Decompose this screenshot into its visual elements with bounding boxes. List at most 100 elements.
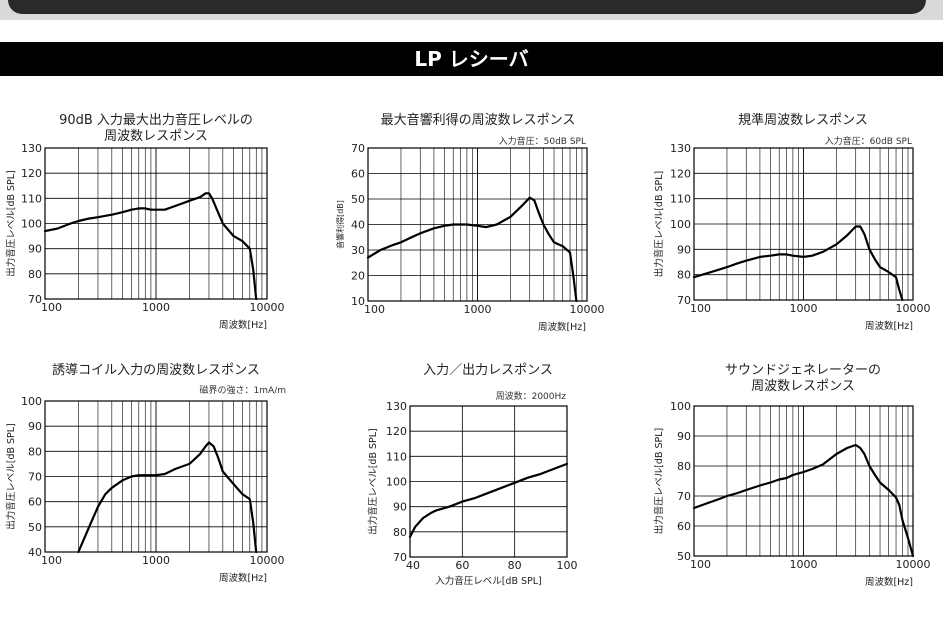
top-decorative-bar-inner bbox=[8, 0, 926, 14]
y-tick-label: 70 bbox=[351, 142, 365, 155]
x-axis-label: 周波数[Hz] bbox=[538, 321, 586, 333]
y-tick-label: 90 bbox=[28, 243, 42, 256]
y-tick-label: 60 bbox=[677, 520, 691, 533]
y-tick-label: 30 bbox=[351, 244, 365, 257]
x-tick-label: 10000 bbox=[250, 554, 285, 567]
y-tick-label: 70 bbox=[28, 293, 42, 306]
y-tick-label: 50 bbox=[351, 193, 365, 206]
page-title-bar bbox=[0, 42, 943, 76]
series-line bbox=[77, 441, 258, 554]
y-tick-label: 70 bbox=[28, 471, 42, 484]
chart-title: サウンドジェネレーターの bbox=[725, 363, 881, 378]
y-tick-label: 80 bbox=[28, 445, 42, 458]
y-tick-label: 50 bbox=[677, 550, 691, 563]
y-tick-label: 110 bbox=[670, 193, 691, 206]
series-line bbox=[408, 462, 569, 539]
chart-title: 周波数レスポンス bbox=[104, 129, 208, 144]
chart-subtitle: 入力音圧：50dB SPL bbox=[499, 135, 586, 147]
series-line bbox=[692, 225, 904, 302]
y-tick-label: 100 bbox=[21, 395, 42, 408]
y-tick-label: 70 bbox=[677, 294, 691, 307]
y-tick-label: 90 bbox=[677, 243, 691, 256]
series-line bbox=[43, 192, 258, 301]
x-tick-label: 100 bbox=[690, 558, 711, 571]
plot-frame bbox=[693, 405, 914, 557]
chart-title: 最大音響利得の周波数レスポンス bbox=[381, 112, 576, 128]
y-tick-label: 80 bbox=[393, 526, 407, 539]
y-axis-label: 出力音圧レベル[dB SPL] bbox=[653, 428, 665, 535]
y-tick-label: 110 bbox=[21, 192, 42, 205]
y-tick-label: 80 bbox=[28, 268, 42, 281]
y-axis-label: 出力音圧レベル[dB SPL] bbox=[653, 171, 665, 278]
series-line bbox=[366, 196, 578, 303]
x-tick-label: 100 bbox=[41, 554, 62, 567]
y-tick-label: 90 bbox=[677, 430, 691, 443]
plot-frame bbox=[409, 405, 568, 558]
y-tick-label: 100 bbox=[670, 218, 691, 231]
y-axis-label: 音響利得[dB] bbox=[335, 200, 345, 249]
x-tick-label: 100 bbox=[364, 303, 385, 316]
x-axis-label: 周波数[Hz] bbox=[219, 319, 267, 331]
x-tick-label: 10000 bbox=[570, 303, 605, 316]
y-tick-label: 130 bbox=[386, 400, 407, 413]
y-tick-label: 100 bbox=[670, 400, 691, 413]
x-tick-label: 60 bbox=[455, 559, 469, 572]
x-tick-label: 100 bbox=[41, 301, 62, 314]
plot-frame bbox=[44, 400, 268, 553]
plot-frame bbox=[44, 147, 268, 300]
chart-title: 入力／出力レスポンス bbox=[423, 363, 553, 378]
chart-subtitle: 入力音圧：60dB SPL bbox=[825, 135, 912, 147]
x-tick-label: 100 bbox=[690, 302, 711, 315]
y-tick-label: 80 bbox=[677, 269, 691, 282]
y-tick-label: 10 bbox=[351, 295, 365, 308]
x-tick-label: 1000 bbox=[464, 303, 492, 316]
page-title: LP レシーバ bbox=[414, 47, 529, 71]
x-axis-label: 入力音圧レベル[dB SPL] bbox=[435, 575, 542, 587]
x-tick-label: 80 bbox=[508, 559, 522, 572]
x-axis-label: 周波数[Hz] bbox=[219, 572, 267, 584]
y-tick-label: 120 bbox=[21, 167, 42, 180]
y-tick-label: 130 bbox=[670, 142, 691, 155]
y-tick-label: 90 bbox=[393, 501, 407, 514]
y-tick-label: 60 bbox=[351, 168, 365, 181]
plot-frame bbox=[367, 147, 588, 302]
y-axis-label: 出力音圧レベル[dB SPL] bbox=[367, 428, 379, 535]
chart-title: 誘導コイル入力の周波数レスポンス bbox=[52, 363, 260, 378]
x-tick-label: 1000 bbox=[142, 301, 170, 314]
y-tick-label: 80 bbox=[677, 460, 691, 473]
y-tick-label: 60 bbox=[28, 496, 42, 509]
chart-title: 周波数レスポンス bbox=[751, 379, 855, 394]
x-tick-label: 1000 bbox=[142, 554, 170, 567]
y-tick-label: 120 bbox=[670, 167, 691, 180]
chart-title: 90dB 入力最大出力音圧レベルの bbox=[59, 112, 253, 128]
y-tick-label: 90 bbox=[28, 420, 42, 433]
y-tick-label: 20 bbox=[351, 270, 365, 283]
y-tick-label: 40 bbox=[351, 219, 365, 232]
y-tick-label: 40 bbox=[28, 546, 42, 559]
x-tick-label: 10000 bbox=[896, 302, 931, 315]
chart-subtitle: 周波数：2000Hz bbox=[496, 390, 567, 402]
top-decorative-bar bbox=[0, 0, 943, 20]
chart-title: 規準周波数レスポンス bbox=[738, 112, 868, 128]
chart-subtitle: 磁界の強さ：1mA/m bbox=[200, 384, 286, 396]
plot-frame bbox=[693, 147, 914, 301]
x-tick-label: 1000 bbox=[790, 302, 818, 315]
x-axis-label: 周波数[Hz] bbox=[865, 576, 913, 588]
x-tick-label: 1000 bbox=[790, 558, 818, 571]
x-tick-label: 100 bbox=[557, 559, 578, 572]
y-tick-label: 130 bbox=[21, 142, 42, 155]
y-axis-label: 出力音圧レベル[dB SPL] bbox=[5, 423, 17, 530]
y-tick-label: 70 bbox=[393, 551, 407, 564]
y-tick-label: 110 bbox=[386, 450, 407, 463]
y-tick-label: 120 bbox=[386, 425, 407, 438]
y-axis-label: 出力音圧レベル[dB SPL] bbox=[5, 170, 17, 277]
x-tick-label: 10000 bbox=[250, 301, 285, 314]
series-line bbox=[692, 443, 915, 558]
